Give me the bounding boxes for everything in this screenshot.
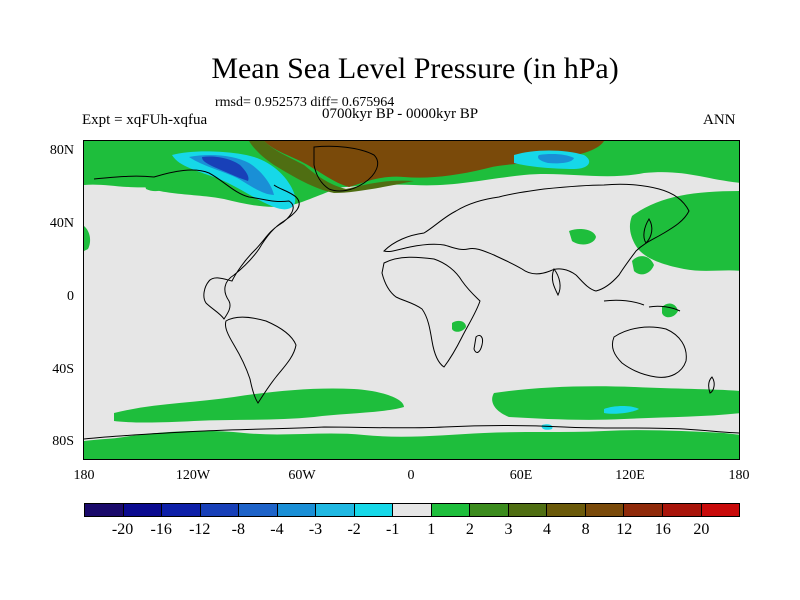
lon-label-120w: 120W <box>175 468 211 483</box>
colorbar-box <box>547 504 586 516</box>
pressure-anomaly-map <box>83 140 740 460</box>
antarctic-cyan <box>541 424 553 430</box>
colorbar-box <box>162 504 201 516</box>
eurasia-coast <box>383 183 690 292</box>
map-title: Mean Sea Level Pressure (in hPa) <box>211 52 619 85</box>
colorbar-label: -16 <box>150 521 172 538</box>
north-america-coast <box>93 169 300 320</box>
west-green-edge <box>84 226 91 251</box>
colorbar-box <box>277 504 317 516</box>
colorbar-label: -8 <box>231 521 246 538</box>
colorbar-box <box>85 504 124 516</box>
map-canvas <box>84 141 739 459</box>
colorbar-label: 12 <box>616 521 633 538</box>
colorbar-label: 1 <box>427 521 436 538</box>
antarctica-coast <box>84 425 739 440</box>
colorbar-box <box>123 504 163 516</box>
colorbar-label: -20 <box>111 521 134 538</box>
experiment-label: Expt = xqFUh-xqfua <box>82 112 208 128</box>
antarctic-green <box>84 430 739 459</box>
south-america-coast <box>225 316 297 404</box>
south-atlantic-green <box>114 388 404 423</box>
japan-coast <box>643 218 653 244</box>
colorbar-label: -1 <box>386 521 400 538</box>
colorbar-label: 20 <box>693 521 710 538</box>
india-coast <box>551 267 561 297</box>
lon-label-60w: 60W <box>288 468 316 483</box>
greenland-coast <box>313 145 379 192</box>
colorbar-label: 4 <box>543 521 552 538</box>
lon-label-180-west: 180 <box>73 468 95 483</box>
colorbar-label: -2 <box>347 521 361 538</box>
lat-label-40n: 40N <box>49 216 74 231</box>
season-label: ANN <box>703 112 736 128</box>
period-text: 0700kyr BP - 0000kyr BP <box>322 106 479 122</box>
arctic-dark-olive <box>249 141 414 193</box>
east-asia-green <box>569 229 596 245</box>
indonesia-coast <box>603 299 681 312</box>
lat-label-0: 0 <box>67 289 74 304</box>
colorbar-box <box>431 504 471 516</box>
colorbar-box <box>701 504 740 516</box>
lon-label-0: 0 <box>407 468 415 483</box>
colorbar-label: 8 <box>581 521 590 538</box>
colorbar-box <box>508 504 548 516</box>
south-indian-green <box>492 386 739 420</box>
greenland-brown <box>264 141 604 187</box>
madagascar-coast <box>473 334 483 353</box>
colorbar-label: -3 <box>308 521 323 538</box>
colorbar-box <box>662 504 702 516</box>
lon-label-60e: 60E <box>509 468 533 483</box>
stats-text: rmsd= 0.952573 diff= 0.675964 <box>215 95 395 110</box>
colorbar-label: -12 <box>189 521 211 538</box>
colorbar-box <box>624 504 663 516</box>
lat-label-40s: 40S <box>52 362 74 377</box>
colorbar-label: 2 <box>465 521 474 538</box>
colorbar-box <box>239 504 278 516</box>
lon-label-120e: 120E <box>615 468 645 483</box>
africa-coast <box>381 256 481 368</box>
colorbar-label: 16 <box>654 521 671 538</box>
colorbar <box>84 503 740 517</box>
north-pacific-green <box>629 191 739 271</box>
lat-label-80s: 80S <box>52 434 74 449</box>
colorbar-box <box>470 504 509 516</box>
colorbar-box <box>354 504 394 516</box>
lat-label-80n: 80N <box>49 143 74 158</box>
colorbar-label: 3 <box>504 521 513 538</box>
lon-label-180-east: 180 <box>728 468 750 483</box>
north-atlantic-green-patch <box>144 178 168 192</box>
australia-coast <box>611 326 687 378</box>
africa-green <box>452 320 466 332</box>
new-zealand-coast <box>708 376 715 394</box>
colorbar-box <box>200 504 240 516</box>
canada-cyan-region <box>172 151 296 210</box>
canada-darkblue-region <box>202 156 249 181</box>
colorbar-box <box>585 504 625 516</box>
west-pacific-green <box>632 256 654 275</box>
colorbar-label: -4 <box>270 521 284 538</box>
coastlines <box>84 145 739 440</box>
colorbar-box <box>393 504 432 516</box>
siberia-blue-region <box>538 154 574 164</box>
colorbar-box <box>316 504 355 516</box>
antarctic-cyan-2 <box>604 406 639 414</box>
